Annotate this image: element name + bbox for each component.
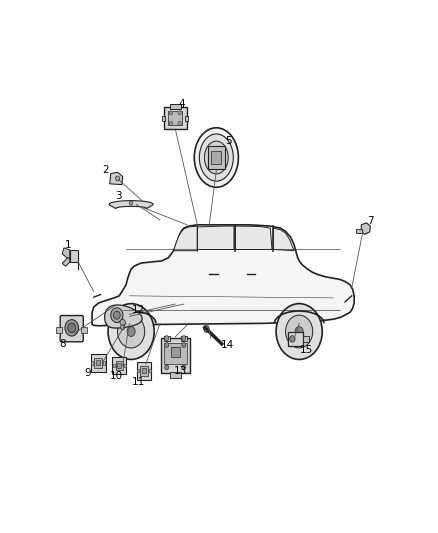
Bar (81, 327, 87, 333)
Bar (92, 361, 93, 365)
Text: 9: 9 (85, 368, 92, 377)
Bar (142, 368, 146, 373)
Polygon shape (62, 248, 70, 258)
Bar (91, 354, 106, 372)
Bar (113, 358, 126, 374)
Circle shape (111, 308, 123, 322)
Circle shape (182, 343, 186, 348)
Circle shape (182, 336, 186, 341)
Polygon shape (273, 228, 294, 251)
Bar (288, 332, 303, 346)
Bar (103, 361, 105, 365)
Text: 7: 7 (367, 216, 374, 226)
Bar (164, 336, 170, 341)
Bar (137, 361, 152, 379)
FancyBboxPatch shape (164, 107, 187, 130)
Circle shape (120, 325, 125, 330)
Polygon shape (173, 226, 197, 251)
Bar (137, 369, 139, 373)
Text: 10: 10 (110, 371, 123, 381)
Circle shape (117, 315, 145, 348)
Bar (161, 338, 190, 373)
Bar (303, 336, 309, 342)
Text: 13: 13 (174, 366, 187, 376)
Bar (181, 336, 187, 341)
Circle shape (116, 176, 120, 181)
Circle shape (65, 320, 78, 336)
Circle shape (108, 304, 154, 359)
Text: 2: 2 (102, 165, 109, 175)
Circle shape (204, 326, 209, 333)
Circle shape (276, 304, 322, 359)
Polygon shape (62, 258, 70, 266)
Polygon shape (92, 225, 354, 326)
Circle shape (182, 365, 186, 370)
Bar (356, 229, 362, 233)
Text: 15: 15 (300, 345, 313, 356)
Text: 3: 3 (115, 191, 122, 201)
Ellipse shape (194, 128, 238, 187)
Circle shape (165, 365, 169, 370)
Bar (171, 347, 180, 357)
Text: 14: 14 (221, 340, 234, 350)
Text: 4: 4 (179, 99, 185, 109)
Circle shape (290, 336, 295, 342)
Polygon shape (235, 226, 272, 249)
Text: 5: 5 (225, 136, 232, 146)
Circle shape (67, 323, 76, 333)
Bar (116, 361, 123, 370)
Bar (162, 116, 166, 121)
Circle shape (129, 201, 133, 205)
Polygon shape (361, 223, 371, 235)
Circle shape (165, 343, 169, 348)
Bar (185, 116, 188, 121)
FancyBboxPatch shape (60, 316, 83, 342)
Text: 8: 8 (59, 339, 66, 349)
Bar (208, 146, 225, 169)
Polygon shape (110, 172, 123, 184)
Circle shape (169, 122, 173, 125)
Text: 12: 12 (132, 305, 145, 315)
Polygon shape (109, 200, 153, 209)
Bar (117, 363, 121, 368)
Bar (96, 360, 100, 366)
Bar (168, 111, 182, 125)
Circle shape (127, 327, 135, 336)
Bar (140, 366, 148, 376)
Circle shape (165, 336, 169, 341)
Ellipse shape (199, 134, 233, 181)
Bar (124, 364, 126, 367)
Circle shape (286, 315, 313, 348)
Ellipse shape (205, 141, 228, 174)
Text: 11: 11 (132, 377, 145, 386)
Bar (70, 250, 78, 262)
Bar (170, 104, 181, 109)
Bar (113, 364, 115, 367)
Circle shape (295, 327, 303, 336)
Bar (164, 343, 187, 364)
Polygon shape (105, 305, 142, 328)
Bar (211, 151, 222, 164)
Bar (149, 369, 151, 373)
Circle shape (113, 311, 120, 319)
Circle shape (178, 111, 181, 115)
Circle shape (178, 122, 181, 125)
Bar (170, 372, 181, 378)
Circle shape (169, 111, 173, 115)
Bar (56, 327, 62, 333)
Bar (94, 358, 102, 368)
Polygon shape (197, 226, 234, 249)
Circle shape (120, 319, 125, 326)
Text: 1: 1 (65, 240, 72, 251)
